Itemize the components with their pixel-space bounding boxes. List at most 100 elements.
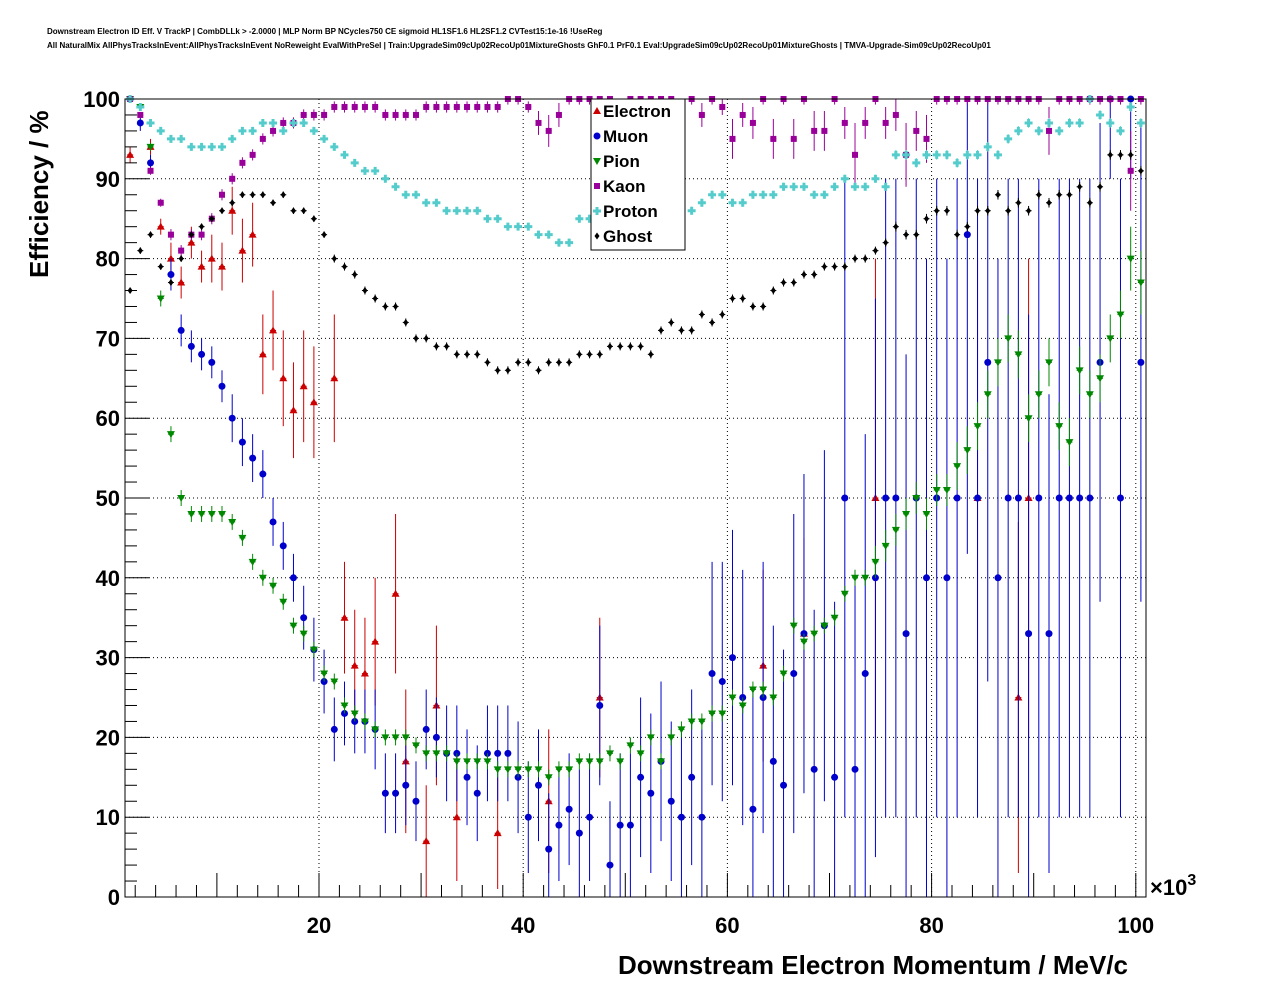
- data-point: [260, 191, 266, 199]
- data-point: [1116, 494, 1124, 502]
- data-point: [799, 182, 808, 191]
- data-point: [535, 781, 543, 789]
- data-point: [892, 111, 899, 118]
- data-point: [1045, 359, 1054, 367]
- data-point: [1036, 191, 1042, 199]
- data-point: [320, 670, 329, 678]
- data-point: [760, 302, 766, 310]
- data-point: [290, 207, 296, 215]
- data-point: [912, 158, 921, 167]
- data-point: [883, 239, 889, 247]
- data-point: [422, 198, 431, 207]
- data-point: [554, 766, 563, 774]
- data-point: [881, 182, 890, 191]
- data-point: [433, 103, 440, 110]
- data-point: [258, 118, 267, 127]
- data-point: [1034, 126, 1043, 135]
- data-point: [830, 614, 839, 622]
- data-point: [932, 487, 941, 495]
- data-point: [525, 358, 531, 366]
- data-point: [759, 190, 768, 199]
- data-point: [321, 111, 328, 118]
- data-point: [218, 191, 225, 198]
- data-point: [187, 142, 196, 151]
- data-point: [718, 710, 727, 718]
- data-point: [422, 725, 430, 733]
- data-point: [1116, 311, 1125, 319]
- data-point: [452, 813, 461, 821]
- data-point: [432, 750, 441, 758]
- data-point: [392, 111, 399, 118]
- data-point: [136, 119, 144, 127]
- data-point: [973, 423, 982, 431]
- data-point: [616, 821, 624, 829]
- data-point: [699, 310, 705, 318]
- data-point: [668, 318, 674, 326]
- y-tick-label: 50: [96, 486, 120, 511]
- data-point: [698, 813, 706, 821]
- data-point: [515, 358, 521, 366]
- data-point: [321, 231, 327, 239]
- data-point: [228, 414, 236, 422]
- data-point: [1004, 335, 1013, 343]
- data-point: [891, 150, 900, 159]
- data-point: [402, 111, 409, 118]
- data-point: [442, 750, 451, 758]
- data-point: [617, 342, 623, 350]
- x-exponent-label: ×103: [1150, 872, 1196, 900]
- data-point: [309, 126, 318, 135]
- data-point: [789, 182, 798, 191]
- data-point: [351, 103, 358, 110]
- data-point: [166, 431, 175, 439]
- data-point: [137, 111, 144, 118]
- data-point: [657, 758, 666, 766]
- data-point: [985, 207, 991, 215]
- data-point: [401, 190, 410, 199]
- data-point: [311, 215, 317, 223]
- data-point: [433, 342, 439, 350]
- data-point: [697, 198, 706, 207]
- data-point: [1087, 199, 1093, 207]
- data-point: [841, 494, 849, 502]
- data-point: [443, 103, 450, 110]
- data-point: [791, 279, 797, 287]
- data-point: [382, 302, 388, 310]
- data-point: [258, 574, 267, 582]
- data-point: [168, 279, 174, 287]
- data-point: [891, 526, 900, 534]
- data-point: [228, 134, 237, 143]
- data-point: [371, 726, 380, 734]
- data-point: [371, 166, 380, 175]
- data-point: [585, 758, 594, 766]
- data-point: [1075, 367, 1084, 375]
- data-point: [146, 118, 155, 127]
- data-point: [464, 103, 471, 110]
- data-point: [1085, 391, 1094, 399]
- data-point: [207, 142, 216, 151]
- data-point: [452, 206, 461, 215]
- data-point: [269, 582, 278, 590]
- data-point: [524, 222, 533, 231]
- data-point: [729, 135, 736, 142]
- data-point: [667, 797, 675, 805]
- data-point: [238, 126, 247, 135]
- data-point: [238, 438, 246, 446]
- data-point: [1045, 118, 1054, 127]
- data-point: [391, 734, 400, 742]
- data-point: [605, 750, 614, 758]
- data-point: [166, 134, 175, 143]
- data-point: [423, 334, 429, 342]
- data-point: [881, 542, 890, 550]
- y-tick-label: 100: [83, 87, 120, 112]
- data-point: [330, 725, 338, 733]
- data-point: [187, 238, 196, 246]
- data-point: [483, 758, 492, 766]
- data-point: [923, 215, 929, 223]
- data-point: [199, 223, 205, 231]
- data-point: [544, 230, 553, 239]
- data-point: [1056, 191, 1062, 199]
- data-point: [259, 470, 267, 478]
- data-point: [187, 510, 196, 518]
- data-point: [371, 637, 380, 645]
- data-point: [913, 231, 919, 239]
